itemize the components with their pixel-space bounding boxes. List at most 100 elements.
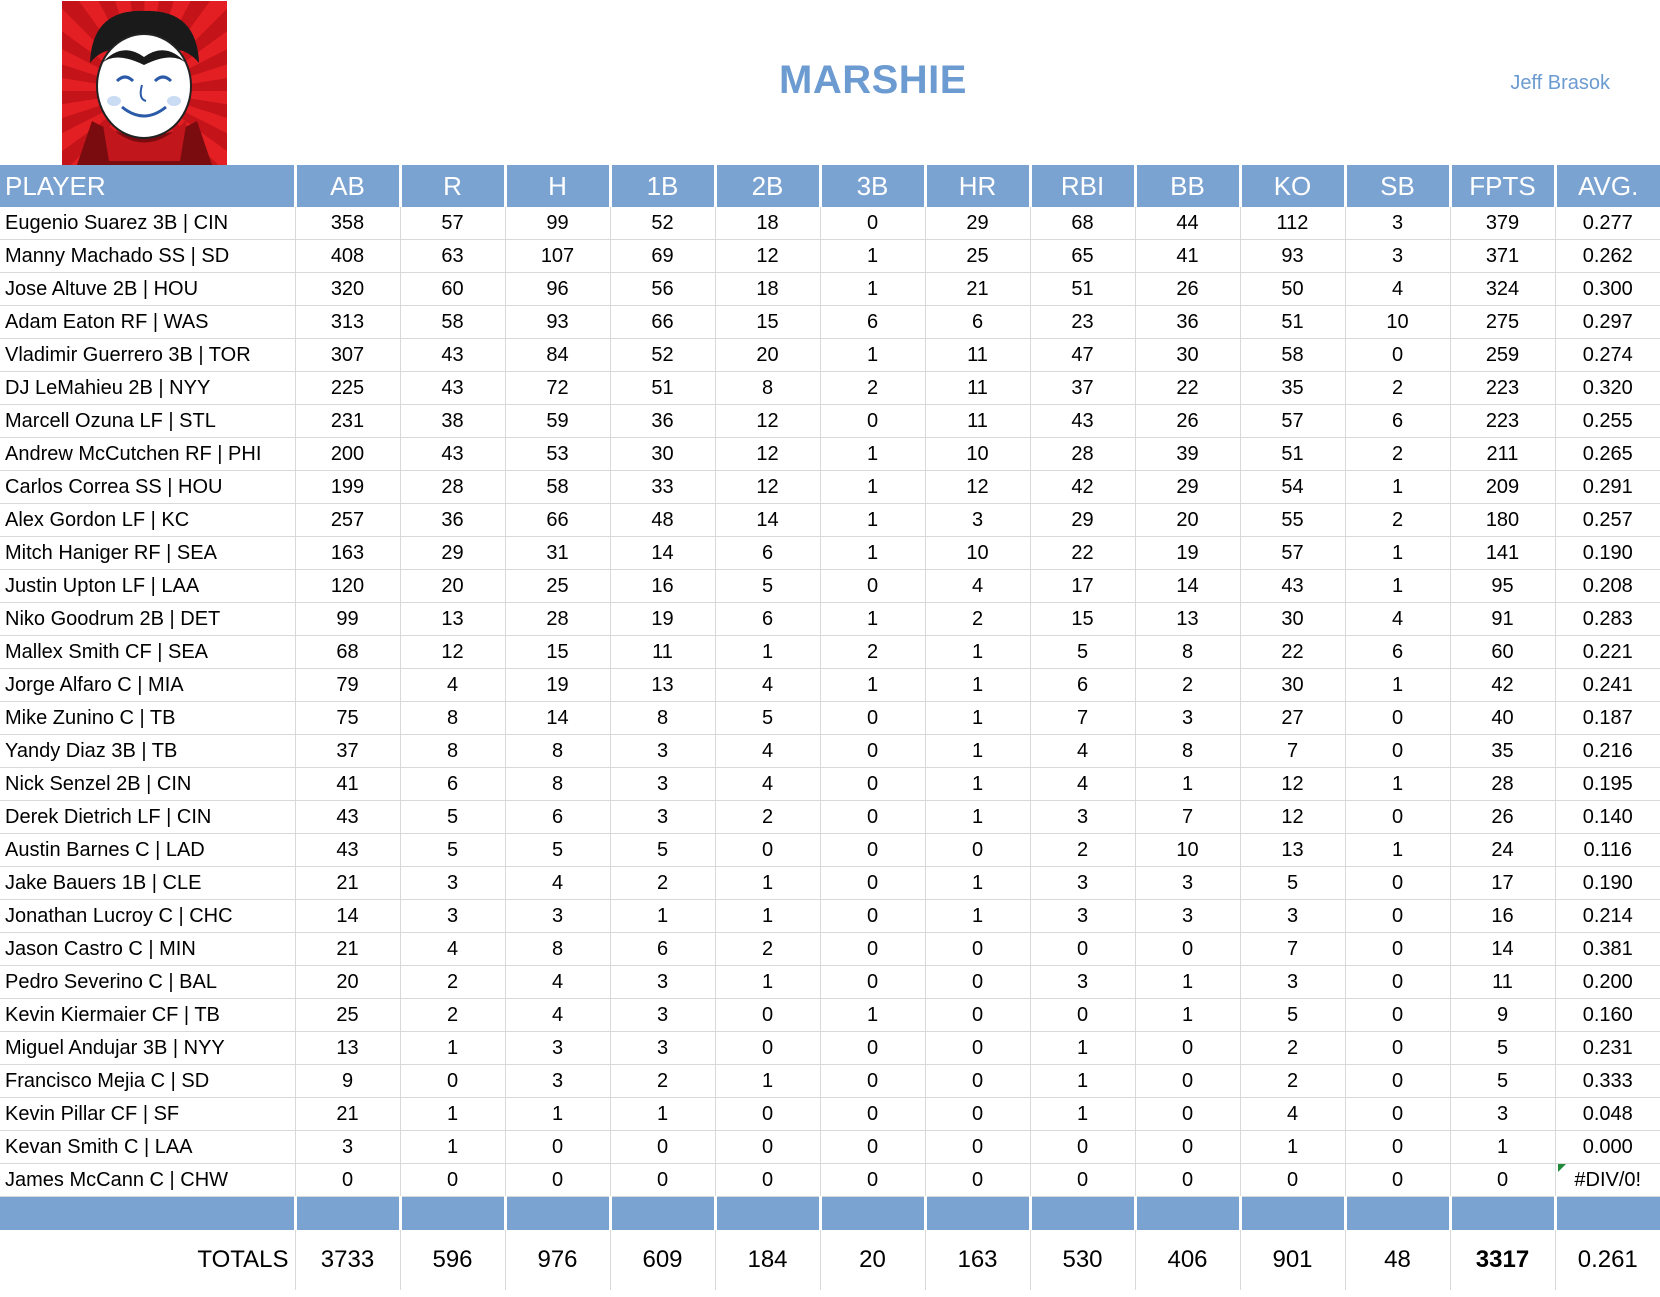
stat-cell: 0 [1135, 1097, 1241, 1131]
stat-cell: 14 [295, 899, 401, 933]
separator-cell [715, 1196, 822, 1230]
table-row: Kevin Kiermaier CF | TB 25 2 4 3 0 1 0 0 1 5 0 9 0.16… [0, 998, 1660, 1032]
column-header: AVG. [1555, 165, 1660, 207]
stat-cell: 30 [1240, 668, 1346, 702]
separator-band [0, 1196, 1660, 1230]
stat-cell: 19 [610, 602, 716, 636]
stat-cell: 2 [400, 965, 506, 999]
stat-cell: 24 [1450, 833, 1556, 867]
stat-cell: 1 [820, 239, 926, 273]
stat-cell: 8 [400, 701, 506, 735]
stat-cell: 0 [1135, 932, 1241, 966]
stat-cell: 6 [610, 932, 716, 966]
stat-cell: 0.190 [1555, 536, 1660, 570]
table-row: Jose Altuve 2B | HOU 320 60 96 56 18 1 21 51 26 50… [0, 272, 1660, 306]
stat-cell: 5 [715, 701, 821, 735]
table-row: Jake Bauers 1B | CLE 21 3 4 2 1 0 1 3 3 5 0 17 0.190 [0, 866, 1660, 900]
stat-cell: 200 [295, 437, 401, 471]
stat-cell: 6 [820, 305, 926, 339]
stat-cell: 0.291 [1555, 470, 1660, 504]
stat-cell: 1 [715, 1064, 821, 1098]
stat-cell: 43 [295, 833, 401, 867]
stat-cell: 0 [820, 767, 926, 801]
stat-cell: 0 [820, 1130, 926, 1164]
stat-cell: 0.265 [1555, 437, 1660, 471]
stat-cell: 9 [1450, 998, 1556, 1032]
stat-cell: 1 [1345, 767, 1451, 801]
stat-cell: 3 [610, 734, 716, 768]
player-name-cell: Adam Eaton RF | WAS [0, 305, 296, 339]
stat-cell: 1 [400, 1130, 506, 1164]
stat-cell: 1 [1030, 1097, 1136, 1131]
stat-cell: 3 [505, 899, 611, 933]
stat-cell: 0 [1135, 1163, 1241, 1197]
stat-cell: 7 [1240, 734, 1346, 768]
stat-cell: 0.274 [1555, 338, 1660, 372]
stat-cell: 95 [1450, 569, 1556, 603]
stat-cell: 0.262 [1555, 239, 1660, 273]
stat-cell: 13 [1240, 833, 1346, 867]
totals-cell: 596 [400, 1230, 506, 1290]
stat-cell: 0 [1345, 734, 1451, 768]
stat-cell: 18 [715, 272, 821, 306]
stat-cell: 6 [1030, 668, 1136, 702]
stat-cell: 1 [715, 899, 821, 933]
stat-cell: 20 [1135, 503, 1241, 537]
stat-cell: 5 [1240, 866, 1346, 900]
stat-cell: 15 [505, 635, 611, 669]
stat-cell: 58 [505, 470, 611, 504]
stat-cell: 320 [295, 272, 401, 306]
stat-cell: 0 [820, 1064, 926, 1098]
stat-cell: 223 [1450, 371, 1556, 405]
stat-cell: 36 [400, 503, 506, 537]
stat-cell: 11 [1450, 965, 1556, 999]
stat-cell: 43 [400, 338, 506, 372]
column-header: 2B [715, 165, 822, 207]
team-logo [62, 1, 227, 165]
stat-cell: 5 [610, 833, 716, 867]
stat-cell: 112 [1240, 207, 1346, 240]
stat-cell: 0 [820, 1097, 926, 1131]
stat-cell: 41 [1135, 239, 1241, 273]
stat-cell: 12 [925, 470, 1031, 504]
stat-cell: 22 [1030, 536, 1136, 570]
stat-cell: 0 [1345, 1064, 1451, 1098]
stat-cell: 57 [1240, 536, 1346, 570]
stat-cell: 12 [715, 437, 821, 471]
stat-cell: 65 [1030, 239, 1136, 273]
stat-cell: 93 [505, 305, 611, 339]
stat-cell: 0 [715, 1097, 821, 1131]
stat-cell: 379 [1450, 207, 1556, 240]
stat-cell: 0 [715, 1163, 821, 1197]
stat-cell: 1 [1345, 470, 1451, 504]
stat-cell: 0 [820, 701, 926, 735]
player-name-cell: Mike Zunino C | TB [0, 701, 296, 735]
table-row: Justin Upton LF | LAA 120 20 25 16 5 0 4 17 14 43 1… [0, 569, 1660, 603]
stat-cell: 257 [295, 503, 401, 537]
table-row: Manny Machado SS | SD 408 63 107 69 12 1 25 65 41… [0, 239, 1660, 273]
stat-cell: 54 [1240, 470, 1346, 504]
table-row: Carlos Correa SS | HOU 199 28 58 33 12 1 12 42 29… [0, 470, 1660, 504]
stat-cell: 3 [610, 1031, 716, 1065]
stat-cell: 1 [820, 503, 926, 537]
stat-cell: 43 [1240, 569, 1346, 603]
stat-cell: 259 [1450, 338, 1556, 372]
stat-cell: 0 [1345, 899, 1451, 933]
stat-cell: 0 [1345, 1097, 1451, 1131]
stat-cell: 20 [715, 338, 821, 372]
stat-cell: 14 [610, 536, 716, 570]
stat-cell: 91 [1450, 602, 1556, 636]
stat-cell: 40 [1450, 701, 1556, 735]
stat-cell: 0 [820, 899, 926, 933]
stat-cell: 28 [400, 470, 506, 504]
stat-cell: 0 [820, 833, 926, 867]
totals-cell: 3733 [295, 1230, 401, 1290]
stat-cell: 0.195 [1555, 767, 1660, 801]
table-row: Mallex Smith CF | SEA 68 12 15 11 1 2 1 5 8 22 6 60 0… [0, 635, 1660, 669]
stat-cell: 1 [925, 635, 1031, 669]
stat-cell: 0 [505, 1163, 611, 1197]
table-row: Marcell Ozuna LF | STL 231 38 59 36 12 0 11 43 26… [0, 404, 1660, 438]
stat-cell: 0.297 [1555, 305, 1660, 339]
stat-cell: 0 [820, 866, 926, 900]
stat-cell: 2 [820, 371, 926, 405]
